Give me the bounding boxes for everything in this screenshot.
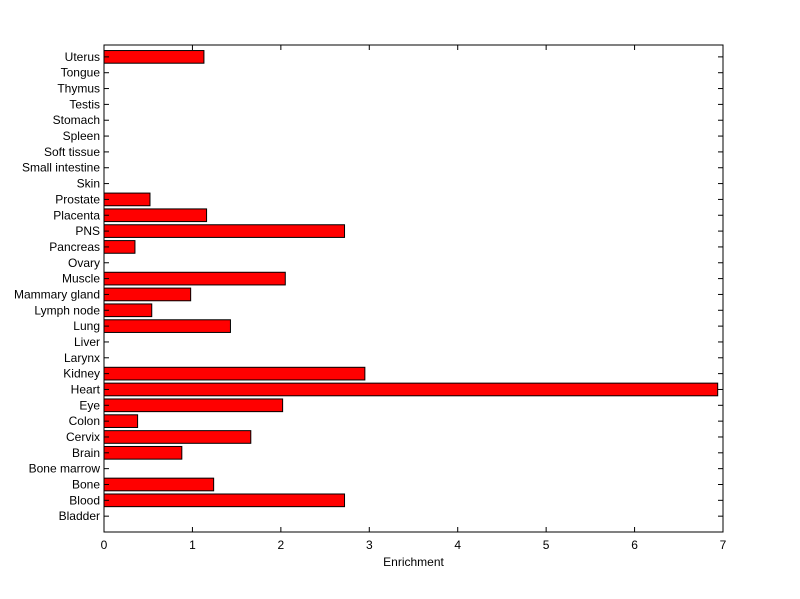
y-tick-label: Ovary	[68, 256, 100, 270]
y-tick-label: Liver	[74, 335, 100, 349]
x-tick-label: 7	[720, 538, 727, 552]
x-tick-label: 6	[631, 538, 638, 552]
bar-placenta	[103, 208, 208, 223]
bar-mammary-gland	[103, 287, 192, 302]
bar-uterus	[103, 50, 205, 64]
y-tick-label: Bladder	[59, 509, 100, 523]
bar-pns	[103, 224, 346, 238]
y-tick-label: Prostate	[55, 192, 100, 206]
x-tick-label: 2	[278, 538, 285, 552]
y-tick-label: Placenta	[53, 208, 100, 222]
plot-frame	[103, 44, 724, 533]
y-tick-label: Brain	[72, 446, 100, 460]
y-tick-label: Lymph node	[34, 303, 100, 317]
x-tick-label: 0	[101, 538, 108, 552]
y-tick-label: Mammary gland	[14, 287, 100, 301]
x-tick-label: 1	[189, 538, 196, 552]
y-tick-label: Eye	[79, 398, 100, 412]
y-tick-label: Testis	[69, 97, 100, 111]
y-tick-label: Uterus	[65, 50, 100, 64]
bar-muscle	[103, 271, 286, 286]
bar-lymph-node	[103, 303, 153, 318]
y-tick-label: Blood	[69, 493, 100, 507]
y-tick-label: PNS	[75, 224, 100, 238]
y-tick-label: Pancreas	[49, 240, 100, 254]
bar-brain	[103, 445, 183, 460]
y-tick-label: Stomach	[53, 113, 100, 127]
y-tick-label: Spleen	[63, 129, 100, 143]
bar-colon	[103, 414, 139, 428]
y-tick-label: Larynx	[64, 351, 100, 365]
bars-group	[103, 50, 719, 508]
y-tick-label: Muscle	[62, 272, 100, 286]
x-tick-label: 5	[543, 538, 550, 552]
y-tick-label: Small intestine	[22, 161, 100, 175]
y-tick-label: Thymus	[57, 82, 100, 96]
x-tick-label: 4	[454, 538, 461, 552]
x-ticks-group: 0 1 2 3 4 5 6 7	[101, 45, 727, 552]
bar-lung	[103, 319, 231, 333]
y-tick-label: Skin	[77, 177, 100, 191]
bar-eye	[103, 398, 284, 413]
y-tick-label: Heart	[71, 382, 101, 396]
bar-heart	[103, 382, 719, 397]
y-tick-label: Cervix	[66, 430, 100, 444]
y-tick-label: Kidney	[63, 367, 100, 381]
bar-kidney	[103, 366, 366, 381]
y-tick-label: Bone marrow	[29, 462, 101, 476]
bar-prostate	[103, 192, 151, 207]
y-tick-label: Colon	[69, 414, 100, 428]
y-tick-label: Lung	[73, 319, 100, 333]
x-tick-label: 3	[366, 538, 373, 552]
bar-bone	[103, 477, 215, 492]
y-tick-label: Bone	[72, 477, 100, 491]
bar-blood	[103, 493, 346, 508]
x-axis-label: Enrichment	[383, 555, 444, 569]
y-tick-label: Tongue	[61, 66, 101, 80]
y-tick-label: Soft tissue	[44, 145, 100, 159]
bar-cervix	[103, 430, 252, 444]
